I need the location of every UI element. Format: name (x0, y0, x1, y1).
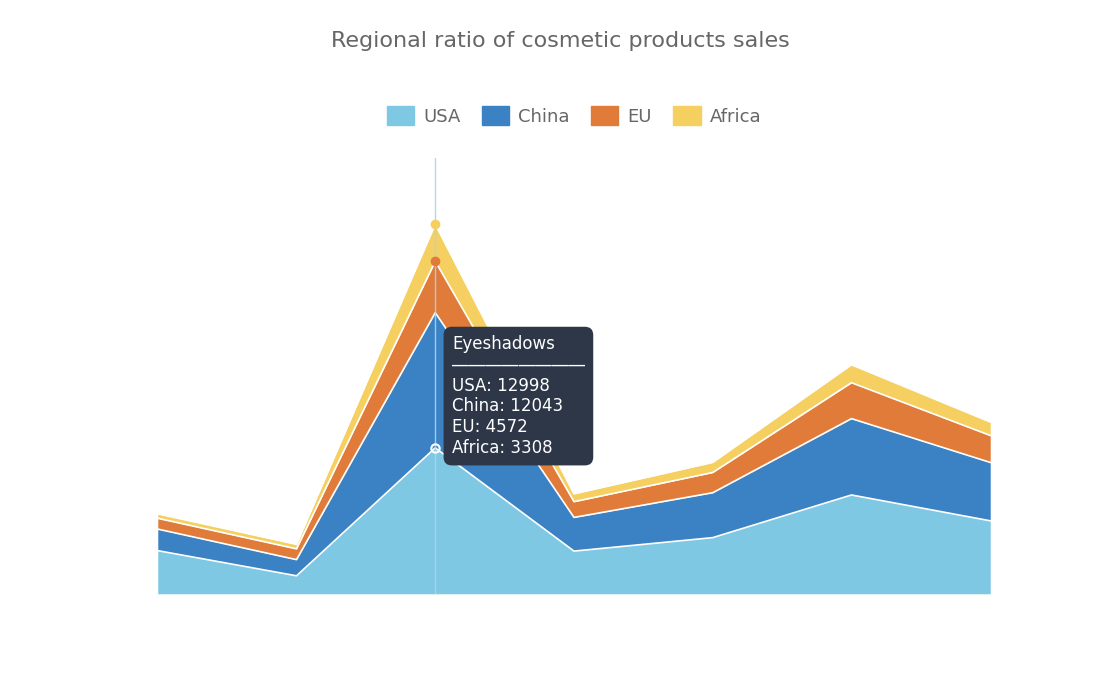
Text: Regional ratio of cosmetic products sales: Regional ratio of cosmetic products sale… (330, 31, 790, 51)
Text: Eyeshadows
――――――――
USA: 12998
China: 12043
EU: 4572
Africa: 3308: Eyeshadows ―――――――― USA: 12998 China: 12… (451, 335, 585, 457)
Legend: USA, China, EU, Africa: USA, China, EU, Africa (380, 99, 768, 133)
